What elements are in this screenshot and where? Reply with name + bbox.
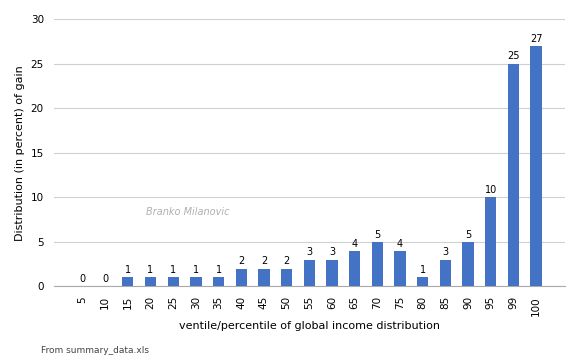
- Y-axis label: Distribution (in percent) of gain: Distribution (in percent) of gain: [15, 65, 25, 241]
- Bar: [394, 251, 405, 286]
- Text: 0: 0: [79, 274, 85, 284]
- Text: 2: 2: [238, 256, 244, 266]
- Text: 1: 1: [419, 265, 426, 275]
- Text: 1: 1: [193, 265, 199, 275]
- Text: 4: 4: [351, 238, 358, 248]
- Bar: [258, 268, 270, 286]
- Text: 1: 1: [170, 265, 176, 275]
- Bar: [440, 260, 451, 286]
- Text: 27: 27: [530, 34, 542, 44]
- Text: 0: 0: [102, 274, 108, 284]
- Bar: [281, 268, 292, 286]
- Bar: [372, 242, 383, 286]
- X-axis label: ventile/percentile of global income distribution: ventile/percentile of global income dist…: [179, 321, 440, 331]
- Text: 1: 1: [216, 265, 222, 275]
- Bar: [417, 277, 429, 286]
- Bar: [168, 277, 179, 286]
- Text: 3: 3: [306, 247, 312, 257]
- Text: 2: 2: [284, 256, 289, 266]
- Bar: [531, 46, 542, 286]
- Text: 5: 5: [465, 230, 471, 240]
- Bar: [213, 277, 224, 286]
- Text: 3: 3: [329, 247, 335, 257]
- Bar: [145, 277, 156, 286]
- Text: 5: 5: [374, 230, 380, 240]
- Bar: [485, 197, 496, 286]
- Bar: [235, 268, 247, 286]
- Text: 1: 1: [125, 265, 131, 275]
- Text: 10: 10: [485, 185, 497, 195]
- Text: 25: 25: [507, 51, 520, 61]
- Bar: [349, 251, 360, 286]
- Text: Branko Milanovic: Branko Milanovic: [146, 206, 229, 216]
- Text: 3: 3: [443, 247, 448, 257]
- Bar: [190, 277, 201, 286]
- Bar: [122, 277, 133, 286]
- Text: From summary_data.xls: From summary_data.xls: [41, 346, 148, 356]
- Bar: [303, 260, 315, 286]
- Bar: [508, 64, 519, 286]
- Text: 4: 4: [397, 238, 403, 248]
- Bar: [462, 242, 474, 286]
- Text: 1: 1: [147, 265, 154, 275]
- Text: 2: 2: [261, 256, 267, 266]
- Bar: [327, 260, 338, 286]
